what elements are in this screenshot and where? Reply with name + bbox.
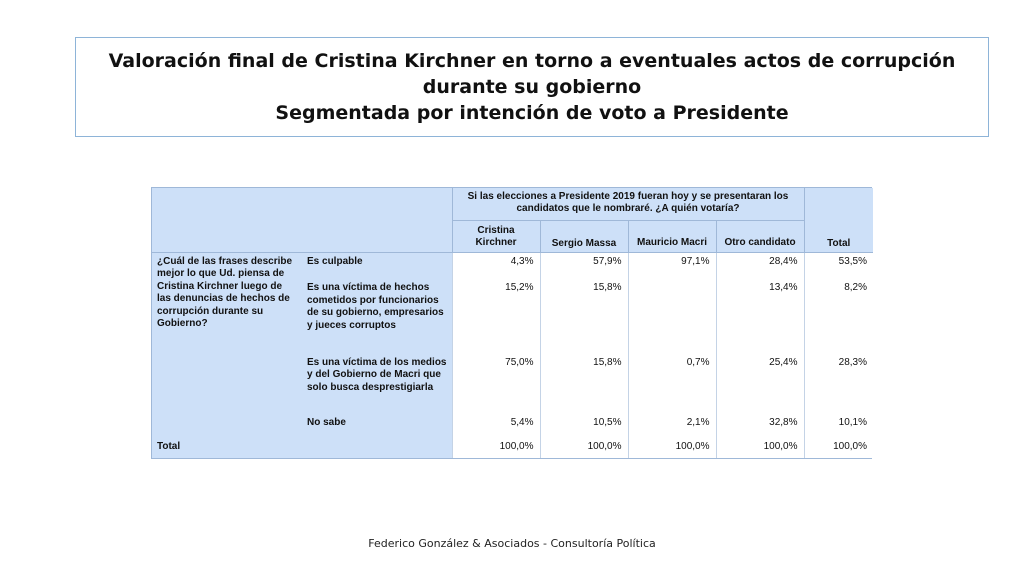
table-cell: 4,3% [451, 251, 540, 280]
crosstab-table: Si las elecciones a Presidente 2019 fuer… [151, 187, 873, 459]
table-cell: 25,4% [715, 353, 804, 414]
row-label-es-culpable: Es culpable [302, 251, 452, 280]
table-cell: 28,3% [803, 353, 873, 414]
title-line-2: durante su gobierno [422, 76, 642, 98]
table-cell: 97,1% [627, 251, 716, 280]
table-cell: 8,2% [803, 279, 873, 354]
row-label-no-sabe: No sabe [302, 413, 452, 438]
table-cell: 0,7% [627, 353, 716, 414]
title-line-1: Valoración final de Cristina Kirchner en… [108, 50, 956, 72]
table-cell: 15,2% [451, 279, 540, 354]
title-box: Valoración final de Cristina Kirchner en… [75, 37, 989, 137]
row-label-total: Total [152, 437, 452, 458]
table-cell: 100,0% [451, 437, 540, 458]
column-header-sergio-massa: Sergio Massa [539, 220, 628, 253]
table-cell: 53,5% [803, 251, 873, 280]
table-cell: 57,9% [539, 251, 628, 280]
table-cell: 2,1% [627, 413, 716, 438]
column-header-cristina-kirchner: Cristina Kirchner [451, 220, 540, 253]
table-cell: 32,8% [715, 413, 804, 438]
footer-credit: Federico González & Asociados - Consulto… [368, 537, 656, 550]
corner-cell [152, 188, 452, 252]
table-cell: 15,8% [539, 279, 628, 354]
table-cell: 13,4% [715, 279, 804, 354]
column-header-otro-candidato: Otro candidato [715, 220, 804, 253]
table-cell: 100,0% [803, 437, 873, 458]
table-cell: 75,0% [451, 353, 540, 414]
total-column-header: Total [803, 188, 873, 253]
column-header-mauricio-macri: Mauricio Macri [627, 220, 716, 253]
table-cell: 5,4% [451, 413, 540, 438]
row-label-victima-medios: Es una víctima de los medios y del Gobie… [302, 353, 452, 414]
table-cell: 100,0% [627, 437, 716, 458]
table-cell: 28,4% [715, 251, 804, 280]
table-cell [627, 279, 716, 354]
table-cell: 100,0% [539, 437, 628, 458]
row-question: ¿Cuál de las frases describe mejor lo qu… [152, 251, 302, 438]
row-label-victima-funcionarios: Es una víctima de hechos cometidos por f… [302, 279, 452, 354]
table-cell: 10,1% [803, 413, 873, 438]
title-line-3: Segmentada por intención de voto a Presi… [275, 102, 789, 124]
question-header: Si las elecciones a Presidente 2019 fuer… [451, 188, 804, 221]
table-cell: 15,8% [539, 353, 628, 414]
table-cell: 100,0% [715, 437, 804, 458]
table-cell: 10,5% [539, 413, 628, 438]
